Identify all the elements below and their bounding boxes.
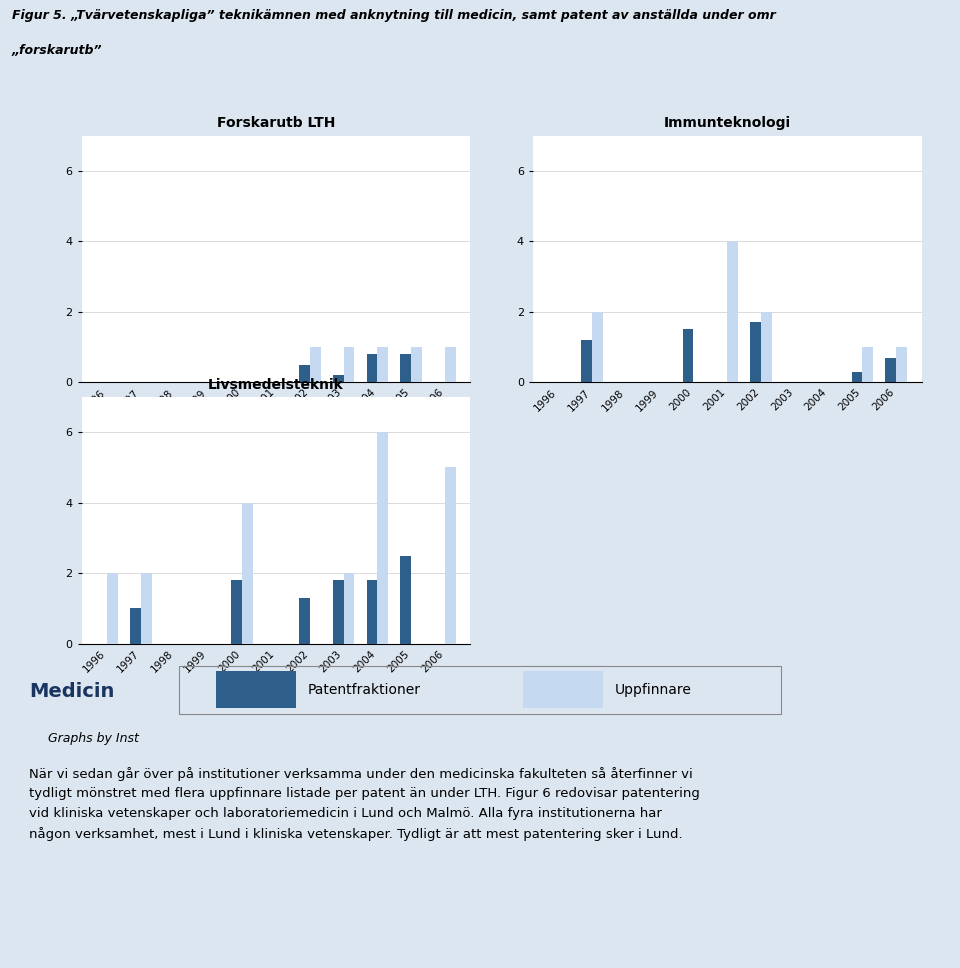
Text: Patentfraktioner: Patentfraktioner [308,682,421,697]
Text: Uppfinnare: Uppfinnare [615,682,692,697]
Bar [400,354,411,382]
Bar [445,348,456,382]
Bar [592,312,603,382]
Bar [750,322,761,382]
Bar [231,580,242,644]
Bar [242,502,253,644]
Bar [862,348,874,382]
Text: Graphs by Inst: Graphs by Inst [48,732,139,744]
Bar [344,348,354,382]
Bar [141,573,152,644]
Text: „forskarutb”: „forskarutb” [12,44,102,57]
FancyBboxPatch shape [523,671,603,709]
Bar [683,329,693,382]
Bar [761,312,772,382]
Bar [445,468,456,644]
Bar [885,358,897,382]
Bar [344,573,354,644]
FancyBboxPatch shape [216,671,296,709]
Text: När vi sedan går över på institutioner verksamma under den medicinska fakulteten: När vi sedan går över på institutioner v… [29,767,700,841]
Text: Figur 5. „Tvärvetenskapliga” teknikämnen med anknytning till medicin, samt paten: Figur 5. „Tvärvetenskapliga” teknikämnen… [12,10,776,22]
Bar [411,348,422,382]
Text: Forskarutb LTH: Forskarutb LTH [217,116,335,131]
Bar [333,580,344,644]
Bar [107,573,118,644]
Bar [333,376,344,382]
Bar [400,556,411,644]
Text: Medicin: Medicin [29,681,114,701]
Bar [581,340,592,382]
Bar [728,241,738,382]
Bar [367,354,377,382]
Bar [377,348,388,382]
Text: Immunteknologi: Immunteknologi [663,116,791,131]
Bar [367,580,377,644]
Bar [897,348,907,382]
Text: Livsmedelsteknik: Livsmedelsteknik [208,378,344,392]
Bar [310,348,321,382]
Bar [299,598,310,644]
Bar [299,365,310,382]
Bar [130,609,141,644]
Bar [852,372,862,382]
Bar [377,432,388,644]
